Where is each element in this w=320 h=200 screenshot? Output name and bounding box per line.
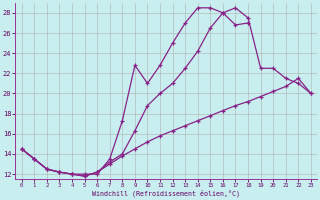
X-axis label: Windchill (Refroidissement éolien,°C): Windchill (Refroidissement éolien,°C) bbox=[92, 190, 240, 197]
